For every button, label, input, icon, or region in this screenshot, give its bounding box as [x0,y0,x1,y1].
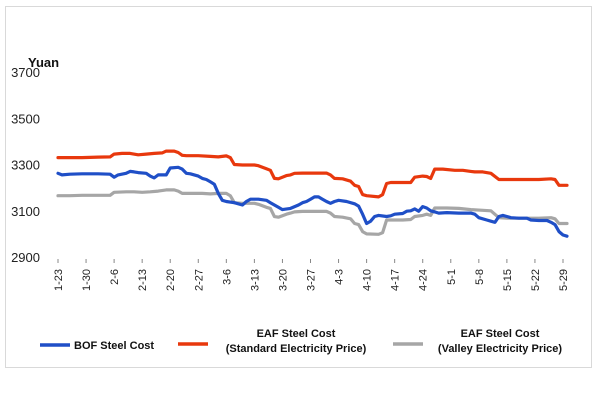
x-tick-label: 3-6 [221,269,233,285]
x-tick-label: 3-20 [277,269,289,291]
y-unit-label: Yuan [28,55,59,70]
x-tick-label: 5-15 [502,269,514,291]
chart-frame [5,6,592,368]
x-tick-label: 4-24 [418,269,430,291]
x-tick-label: 3-27 [305,269,317,291]
x-tick-label: 2-20 [165,269,177,291]
x-tick-label: 2-6 [109,269,121,285]
x-tick-label: 5-22 [530,269,542,291]
x-tick-label: 1-30 [81,269,93,291]
y-tick-label: 3100 [11,204,40,219]
x-tick-label: 4-17 [390,269,402,291]
x-tick-label: 1-23 [53,269,65,291]
y-tick-label: 3700 [11,65,40,80]
x-tick-label: 5-29 [558,269,570,291]
x-axis-ticks: 1-23 1-30 2-6 2-13 2-20 2-27 3-6 3-13 3-20 3-27 4-… [53,259,570,291]
legend-label-0: BOF Steel Cost [74,340,154,352]
x-tick-label: 2-27 [193,269,205,291]
x-tick-label: 5-8 [474,269,486,285]
y-axis-ticks: 2900 3100 3300 3500 3700 [11,65,40,265]
series-line-0 [56,165,569,238]
x-tick-label: 5-1 [446,269,458,285]
y-tick-label: 3300 [11,158,40,173]
series-line-1 [56,149,569,199]
y-tick-label: 3500 [11,111,40,126]
series-line-2 [56,188,569,236]
legend: BOF Steel Cost EAF Steel Cost (Standard El… [40,328,562,355]
y-tick-label: 2900 [11,250,40,265]
x-tick-label: 3-13 [249,269,261,291]
x-tick-label: 2-13 [137,269,149,291]
series-lines [56,149,569,238]
legend-label-2: EAF Steel Cost (Valley Electricity Price) [438,328,562,355]
x-tick-label: 4-10 [362,269,374,291]
x-tick-label: 4-3 [334,269,346,285]
legend-label-1: EAF Steel Cost (Standard Electricity Pric… [226,328,367,355]
